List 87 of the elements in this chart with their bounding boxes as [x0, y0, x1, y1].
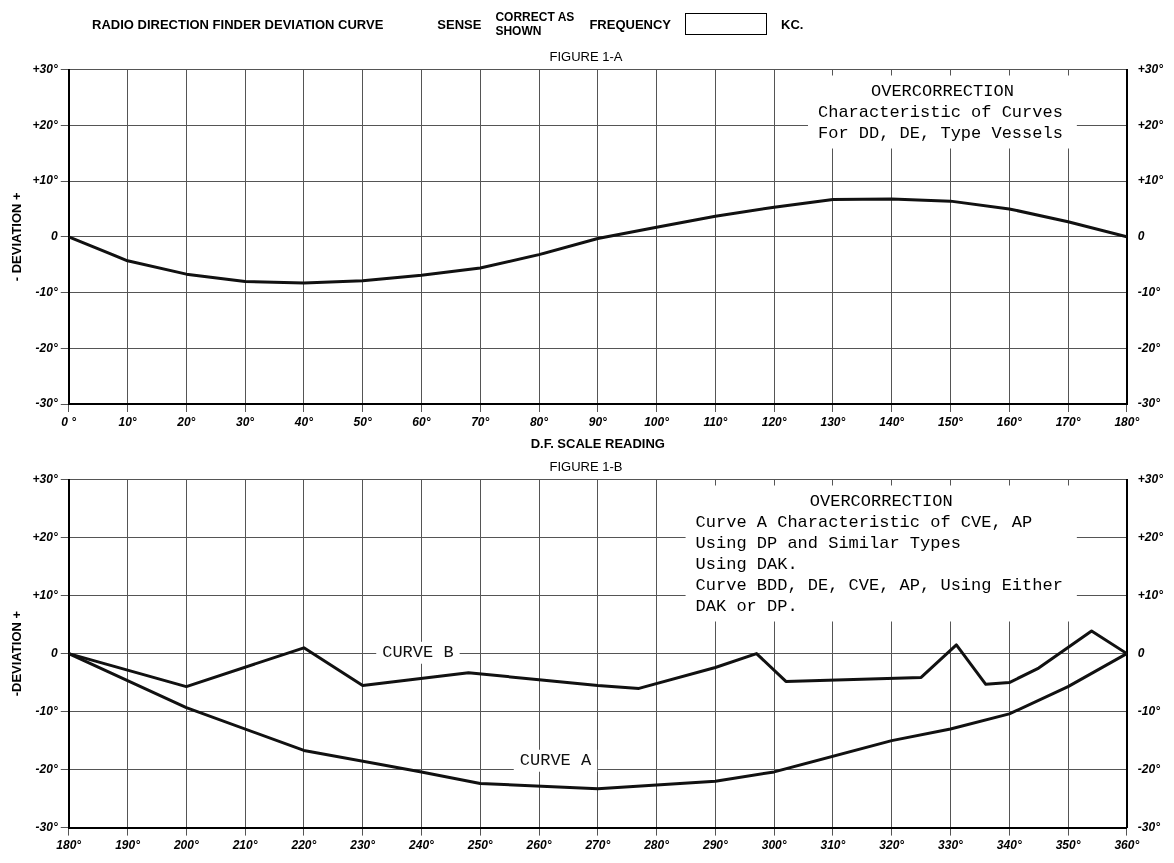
annotation: Using DAK. — [695, 554, 798, 574]
y2-tick-label: +10° — [1137, 587, 1164, 602]
y-tick-label: +30° — [32, 61, 58, 76]
y2-tick-label: -20° — [1137, 340, 1161, 355]
y-tick-label: -20° — [35, 340, 58, 355]
x-tick-label: 220° — [290, 838, 317, 853]
x-tick-label: 120° — [761, 414, 787, 429]
y2-tick-label: -10° — [1137, 284, 1161, 299]
y2-tick-label: 0 — [1137, 645, 1145, 660]
annotation: Curve A Characteristic of CVE, AP — [695, 512, 1033, 532]
y2-tick-label: +20° — [1137, 117, 1164, 132]
y-tick-label: -30° — [35, 819, 58, 834]
x-tick-label: 240° — [408, 838, 435, 853]
y-tick-label: -10° — [35, 703, 58, 718]
y-tick-label: +10° — [32, 173, 58, 188]
annotation: OVERCORRECTION — [871, 81, 1014, 101]
x-tick-label: 210° — [231, 838, 258, 853]
x-tick-label: 200° — [172, 838, 199, 853]
text: RADIO DIRECTION FINDER DEVIATION CURVE — [92, 16, 384, 32]
series-label: CURVE B — [382, 643, 454, 663]
x-tick-label: 250° — [466, 838, 493, 853]
x-tick-label: 330° — [938, 838, 964, 853]
y-tick-label: +10° — [32, 587, 58, 602]
annotation: Characteristic of Curves — [818, 102, 1063, 122]
annotation: Curve BDD, DE, CVE, AP, Using Either — [695, 575, 1063, 595]
chart-title: FIGURE 1-B — [549, 459, 623, 475]
y-tick-label: +20° — [32, 529, 58, 544]
text: FREQUENCY — [589, 16, 672, 32]
y2-tick-label: +30° — [1137, 61, 1164, 76]
text: CORRECT AS SHOWN — [495, 10, 576, 38]
y-tick-label: 0 — [51, 645, 59, 660]
y2-tick-label: +10° — [1137, 173, 1164, 188]
y-tick-label: -10° — [35, 284, 58, 299]
x-tick-label: 100° — [644, 414, 670, 429]
y-tick-label: 0 — [51, 229, 59, 244]
x-tick-label: 40° — [293, 414, 314, 429]
y2-tick-label: -20° — [1137, 761, 1161, 776]
chart-subtitle: FIGURE 1-A — [549, 49, 623, 65]
x-tick-label: 300° — [761, 838, 787, 853]
x-tick-label: 150° — [938, 414, 964, 429]
y2-tick-label: +30° — [1137, 471, 1164, 486]
y-axis-title: -DEVIATION + — [9, 610, 25, 697]
x-tick-label: 0 ° — [61, 414, 77, 429]
x-tick-label: 160° — [996, 414, 1022, 429]
x-tick-label: 190° — [115, 838, 141, 853]
x-tick-label: 260° — [525, 838, 552, 853]
x-tick-label: 230° — [349, 838, 376, 853]
y2-tick-label: -10° — [1137, 703, 1161, 718]
x-tick-label: 310° — [820, 838, 846, 853]
x-tick-label: 180° — [1114, 414, 1140, 429]
x-tick-label: 110° — [703, 414, 728, 429]
text: SENSE — [437, 16, 482, 32]
x-tick-label: 280° — [643, 838, 670, 853]
x-tick-label: 60° — [412, 414, 431, 429]
x-tick-label: 10° — [118, 414, 137, 429]
y2-tick-label: -30° — [1137, 396, 1161, 411]
x-tick-label: 20° — [176, 414, 196, 429]
x-tick-label: 340° — [996, 838, 1022, 853]
x-tick-label: 90° — [588, 414, 608, 429]
y-tick-label: -20° — [35, 761, 58, 776]
x-axis-title: D.F. SCALE READING — [530, 435, 665, 451]
y-tick-label: +20° — [32, 117, 58, 132]
annotation: OVERCORRECTION — [809, 491, 953, 511]
y2-tick-label: -30° — [1137, 819, 1161, 834]
x-tick-label: 70° — [471, 414, 490, 429]
x-tick-label: 180° — [56, 838, 82, 853]
x-tick-label: 50° — [353, 414, 372, 429]
annotation: Using DP and Similar Types — [695, 533, 961, 553]
x-tick-label: 360° — [1114, 838, 1140, 853]
x-tick-label: 290° — [701, 838, 728, 853]
x-tick-label: 130° — [820, 414, 846, 429]
x-tick-label: 80° — [529, 414, 549, 429]
x-tick-label: 170° — [1055, 414, 1081, 429]
y2-tick-label: +20° — [1137, 529, 1164, 544]
x-tick-label: 270° — [584, 838, 611, 853]
x-tick-label: 350° — [1055, 838, 1081, 853]
y-tick-label: -30° — [35, 396, 58, 411]
y-tick-label: +30° — [32, 471, 58, 486]
x-tick-label: 320° — [879, 838, 905, 853]
y-axis-title: - DEVIATION + — [9, 191, 25, 282]
annotation: DAK or DP. — [695, 596, 798, 616]
text: KC. — [781, 16, 804, 32]
annotation: For DD, DE, Type Vessels — [818, 123, 1063, 143]
x-tick-label: 30° — [236, 414, 255, 429]
series-label: CURVE A — [519, 751, 592, 771]
x-tick-label: 140° — [879, 414, 905, 429]
y2-tick-label: 0 — [1137, 229, 1145, 244]
